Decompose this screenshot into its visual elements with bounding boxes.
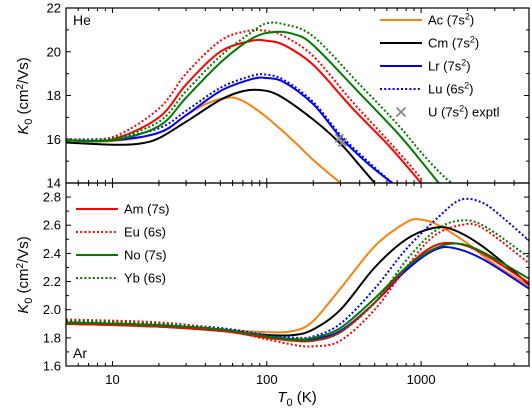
legend-he: Ac (7s2) Cm (7s2) Lr (7s2) Lu (6s2) U (7s2) … [380, 12, 500, 120]
legend-item: Eu (6s) [76, 225, 166, 240]
legend-item: Yb (6s) [76, 271, 166, 286]
x-tick-label: 100 [256, 372, 278, 387]
series-line-0-4 [66, 38, 422, 183]
series-line-0-2 [66, 76, 393, 183]
x-tick-label: 10 [105, 372, 119, 387]
y-tick-label: 1.6 [43, 359, 61, 374]
series-line-1-6 [66, 242, 529, 341]
legend-label: Cm (7s2) [428, 35, 479, 51]
legend-label: U (7s2) exptl [428, 104, 500, 120]
y-tick-label: 1.8 [43, 330, 61, 345]
series-line-1-5 [66, 222, 529, 348]
y-tick-label: 2.2 [43, 274, 61, 289]
legend-label: Lu (6s2) [428, 81, 474, 97]
panel-ar-frame [65, 182, 530, 367]
y-tick-label: 18 [47, 88, 61, 103]
x-axis: 10 100 1000 [105, 372, 435, 387]
legend-item: Am (7s) [76, 202, 170, 217]
series-line-1-3 [66, 197, 529, 340]
y-tick-label: 2.4 [43, 246, 61, 261]
series-line-0-6 [66, 30, 440, 183]
series-line-0-5 [66, 29, 422, 180]
series-line-0-3 [66, 73, 393, 183]
legend-item: Cm (7s2) [380, 35, 479, 51]
legend-item: Ac (7s2) [380, 12, 474, 28]
y-tick-label: 14 [47, 176, 61, 191]
y-tick-label: 2.0 [43, 302, 61, 317]
legend-label: Ac (7s2) [428, 12, 474, 28]
legend-item: No (7s) [76, 248, 167, 263]
y-tick-label: 16 [47, 132, 61, 147]
panel-he: 14 16 18 20 22 He K0 (cm2/Vs) Ac (7s2) Cm (7s… [15, 1, 530, 191]
legend-label: Eu (6s) [124, 225, 166, 240]
series-line-0-7 [66, 21, 454, 183]
legend-item: U (7s2) exptl [395, 104, 500, 120]
y-axis-title-bottom: K0 (cm2/Vs) [15, 236, 35, 314]
x-tick-label: 1000 [407, 372, 436, 387]
legend-item: Lu (6s2) [380, 81, 474, 97]
y-tick-label: 20 [47, 44, 61, 59]
y-axis-title-top: K0 (cm2/Vs) [15, 57, 35, 135]
panel-ar: 1.6 1.8 2.0 2.2 2.4 2.6 2.8 Ar K0 (cm2/Vs) Am … [15, 182, 530, 374]
legend-marker [395, 106, 407, 118]
legend-label: Lr (7s2) [428, 58, 471, 74]
y-tick-label: 2.8 [43, 190, 61, 205]
x-axis-title: T0 (K) [277, 389, 316, 409]
legend-item: Lr (7s2) [380, 58, 471, 74]
legend-label: Yb (6s) [124, 271, 166, 286]
y-tick-label: 22 [47, 1, 61, 16]
legend-ar: Am (7s) Eu (6s) No (7s) Yb (6s) [76, 202, 170, 286]
legend-label: Am (7s) [124, 202, 170, 217]
legend-label: No (7s) [124, 248, 167, 263]
y-tick-label: 2.6 [43, 218, 61, 233]
gas-label-ar: Ar [73, 345, 87, 361]
data-point-marker [337, 137, 348, 148]
gas-label-he: He [73, 12, 91, 28]
